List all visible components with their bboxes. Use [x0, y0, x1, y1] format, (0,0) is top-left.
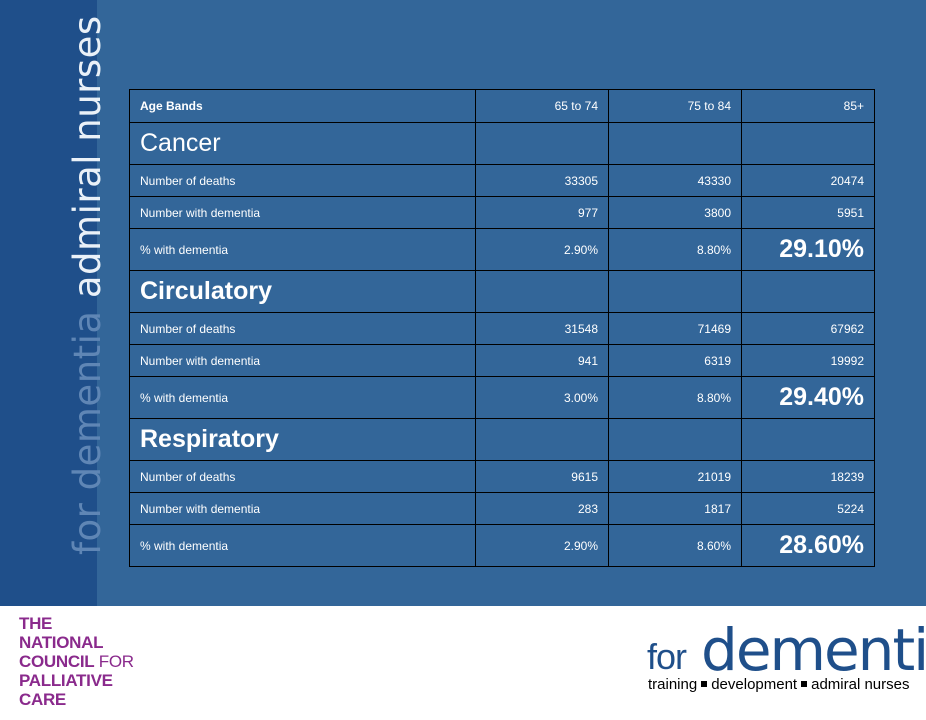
table-row: Number with dementia 941 6319 19992 [129, 344, 875, 377]
table-cell: 977 [475, 196, 609, 229]
highlight-percent-cell: 29.10% [741, 228, 875, 271]
tagline-item: training [648, 676, 698, 693]
row-label: Number with dementia [129, 196, 476, 229]
ncpc-logo: THE NATIONAL COUNCIL FOR PALLIATIVE CARE [19, 614, 134, 709]
tagline-item: development [711, 676, 798, 693]
table-cell: 8.80% [608, 228, 742, 271]
table-cell: 1817 [608, 492, 742, 525]
table-cell: 2.90% [475, 228, 609, 271]
table-cell: 71469 [608, 312, 742, 345]
highlight-percent-cell: 29.40% [741, 376, 875, 419]
table-cell: 283 [475, 492, 609, 525]
table-cell: 19992 [741, 344, 875, 377]
vertical-text-admiral-nurses: admiral nurses [66, 15, 109, 299]
for-dementia-tagline: training development admiral nurses [648, 676, 909, 693]
row-label: % with dementia [129, 524, 476, 567]
table-row: Number of deaths 31548 71469 67962 [129, 312, 875, 345]
empty-cell [608, 418, 742, 461]
ncpc-logo-line: CARE [19, 690, 66, 709]
dementia-deaths-table: Age Bands 65 to 74 75 to 84 85+ Cancer N… [129, 89, 875, 567]
table-cell: 33305 [475, 164, 609, 197]
empty-cell [608, 122, 742, 165]
row-label: Number with dementia [129, 344, 476, 377]
row-label: Number of deaths [129, 164, 476, 197]
row-label: % with dementia [129, 228, 476, 271]
table-cell: 3800 [608, 196, 742, 229]
table-header-row: Age Bands 65 to 74 75 to 84 85+ [129, 89, 875, 123]
square-bullet-icon [701, 681, 708, 688]
table-row: % with dementia 2.90% 8.60% 28.60% [129, 524, 875, 567]
empty-cell [475, 418, 609, 461]
empty-cell [475, 270, 609, 313]
for-dementia-logo-for: for [647, 636, 687, 677]
for-dementia-logo-word: dementia [701, 616, 926, 684]
table-cell: 20474 [741, 164, 875, 197]
row-label: Number of deaths [129, 312, 476, 345]
table-cell: 18239 [741, 460, 875, 493]
table-cell: 5224 [741, 492, 875, 525]
table-cell: 67962 [741, 312, 875, 345]
section-title: Cancer [129, 122, 476, 165]
section-title: Circulatory [129, 270, 476, 313]
table-cell: 6319 [608, 344, 742, 377]
table-cell: 43330 [608, 164, 742, 197]
header-col-cell: 85+ [741, 89, 875, 123]
table-cell: 8.60% [608, 524, 742, 567]
ncpc-logo-line: COUNCIL FOR [19, 652, 134, 671]
vertical-text-for-dementia: for dementia [66, 298, 109, 555]
highlight-percent-cell: 28.60% [741, 524, 875, 567]
ncpc-logo-word: FOR [94, 652, 134, 671]
ncpc-logo-line: NATIONAL [19, 633, 104, 652]
table-row: Number of deaths 9615 21019 18239 [129, 460, 875, 493]
table-row: Number with dementia 977 3800 5951 [129, 196, 875, 229]
table-row: % with dementia 3.00% 8.80% 29.40% [129, 376, 875, 419]
table-cell: 9615 [475, 460, 609, 493]
footer-band [0, 606, 926, 720]
row-label: Number with dementia [129, 492, 476, 525]
vertical-branding-text: for dementia admiral nurses [66, 15, 109, 555]
table-cell: 3.00% [475, 376, 609, 419]
row-label: % with dementia [129, 376, 476, 419]
section-title-row: Respiratory [129, 418, 875, 461]
section-title: Respiratory [129, 418, 476, 461]
section-title-row: Cancer [129, 122, 875, 165]
empty-cell [741, 270, 875, 313]
table-row: Number with dementia 283 1817 5224 [129, 492, 875, 525]
table-row: % with dementia 2.90% 8.80% 29.10% [129, 228, 875, 271]
header-label-cell: Age Bands [129, 89, 476, 123]
table-cell: 2.90% [475, 524, 609, 567]
table-cell: 31548 [475, 312, 609, 345]
ncpc-logo-line: THE [19, 614, 53, 633]
table-cell: 21019 [608, 460, 742, 493]
ncpc-logo-line: PALLIATIVE [19, 671, 113, 690]
table-row: Number of deaths 33305 43330 20474 [129, 164, 875, 197]
empty-cell [741, 122, 875, 165]
empty-cell [608, 270, 742, 313]
square-bullet-icon [801, 681, 808, 688]
ncpc-logo-word: COUNCIL [19, 652, 95, 671]
section-title-row: Circulatory [129, 270, 875, 313]
table-cell: 941 [475, 344, 609, 377]
empty-cell [475, 122, 609, 165]
header-col-cell: 65 to 74 [475, 89, 609, 123]
tagline-item: admiral nurses [811, 676, 910, 693]
header-col-cell: 75 to 84 [608, 89, 742, 123]
table-cell: 5951 [741, 196, 875, 229]
table-cell: 8.80% [608, 376, 742, 419]
empty-cell [741, 418, 875, 461]
sidebar-panel: for dementia admiral nurses [0, 0, 109, 606]
row-label: Number of deaths [129, 460, 476, 493]
